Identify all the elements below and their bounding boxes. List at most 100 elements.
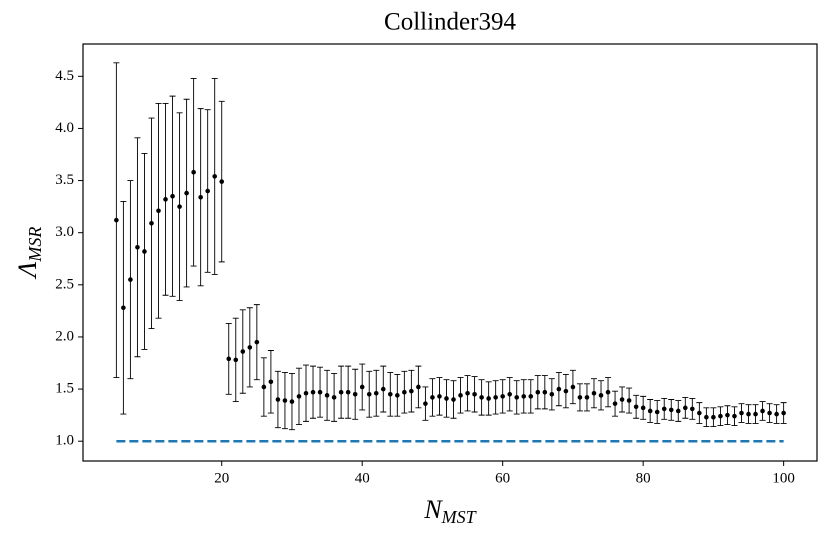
data-point [507, 391, 513, 397]
plot-frame [82, 43, 818, 462]
data-point [275, 397, 281, 402]
data-point [184, 190, 189, 196]
data-point [240, 349, 246, 354]
data-point [282, 398, 288, 403]
data-point [373, 390, 379, 396]
data-point [387, 391, 393, 397]
x-tick-label: 80 [636, 470, 651, 486]
y-label-sub: MSR [25, 227, 45, 263]
data-point [472, 391, 477, 397]
data-point [317, 389, 323, 395]
data-point [774, 411, 779, 417]
data-point [598, 393, 604, 398]
y-tick-label: 2.5 [55, 276, 74, 292]
data-point [268, 379, 274, 385]
data-point [718, 413, 723, 419]
data-point [683, 405, 688, 411]
data-point [142, 249, 147, 254]
data-point [619, 397, 625, 402]
x-tick-label: 20 [214, 470, 229, 486]
data-point [760, 408, 765, 414]
y-tick-label: 2.0 [55, 328, 74, 344]
y-tick-label: 4.5 [55, 68, 74, 84]
data-point [675, 408, 681, 414]
data-point [219, 179, 225, 184]
data-point [212, 174, 217, 179]
data-point [366, 391, 372, 397]
data-point [380, 386, 386, 392]
data-point [458, 393, 463, 398]
data-point [289, 399, 295, 404]
data-point [570, 384, 576, 390]
data-point [654, 409, 660, 415]
data-point [331, 395, 337, 400]
data-point [535, 389, 541, 395]
data-point [324, 393, 330, 398]
data-point [465, 390, 470, 396]
data-point [345, 389, 351, 395]
data-point [542, 389, 548, 395]
data-point [402, 389, 407, 395]
data-point [430, 395, 435, 400]
y-tick-label: 1.5 [55, 381, 74, 397]
data-point [191, 169, 196, 175]
data-point [444, 396, 449, 401]
x-label-base: N [423, 495, 443, 524]
data-point [612, 401, 618, 406]
x-tick-label: 60 [495, 470, 510, 486]
data-point [247, 345, 253, 350]
data-point [781, 410, 786, 416]
data-point [521, 394, 527, 399]
data-point [114, 217, 119, 223]
data-point [423, 401, 428, 406]
data-point [647, 408, 653, 414]
data-point [746, 411, 751, 417]
data-point [149, 221, 154, 226]
data-point [528, 394, 534, 399]
data-point [451, 397, 456, 402]
data-point [753, 411, 758, 417]
data-point [668, 407, 674, 413]
data-point [500, 394, 505, 399]
y-axis-label: ΛMSR [13, 227, 45, 281]
data-point [128, 277, 133, 282]
data-point [338, 389, 344, 395]
data-point [711, 414, 716, 420]
x-label-sub: MST [441, 507, 478, 527]
data-point [549, 391, 555, 397]
data-point [163, 197, 168, 202]
data-point [732, 413, 737, 419]
data-point [479, 395, 484, 400]
data-point [626, 398, 632, 403]
data-point [556, 386, 562, 392]
data-point [198, 194, 203, 200]
x-tick-label: 100 [772, 470, 795, 486]
y-tick-label: 3.0 [55, 224, 74, 240]
x-tick-label: 40 [355, 470, 370, 486]
data-point [577, 395, 583, 400]
data-point [261, 384, 267, 390]
data-point [697, 410, 702, 416]
chart-title: Collinder394 [384, 9, 516, 36]
data-point [514, 395, 520, 400]
data-point [661, 406, 667, 412]
data-point [416, 384, 421, 390]
y-label-base: Λ [13, 261, 42, 280]
data-point [739, 410, 744, 416]
y-tick-label: 3.5 [55, 172, 74, 188]
data-point [605, 389, 611, 395]
data-point [704, 414, 709, 420]
data-point [640, 405, 646, 411]
data-point [170, 193, 175, 199]
data-point [563, 388, 569, 394]
data-point [296, 394, 302, 399]
data-point [359, 384, 365, 390]
data-point [690, 406, 695, 412]
data-point [437, 394, 442, 399]
data-point [226, 356, 232, 362]
data-point [233, 357, 239, 363]
data-point [254, 339, 260, 345]
y-tick-label: 1.0 [55, 433, 74, 449]
data-point [584, 395, 590, 400]
